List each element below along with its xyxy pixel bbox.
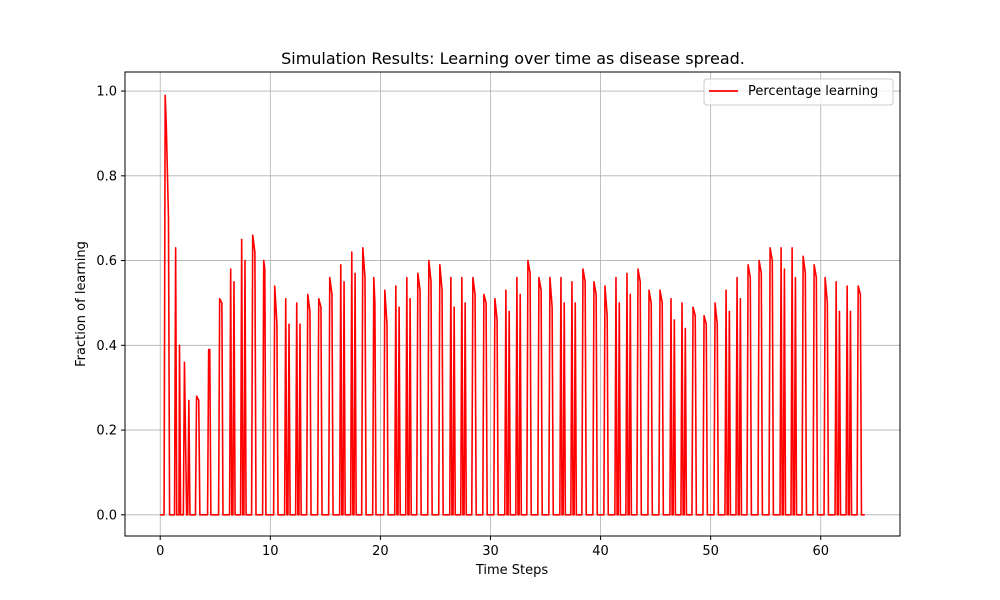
x-tick-label: 0: [156, 544, 164, 559]
x-axis-ticks: 0 10 20 30 40 50 60: [156, 536, 829, 559]
legend-box: [703, 78, 894, 106]
chart-title: Simulation Results: Learning over time a…: [281, 49, 745, 68]
x-tick-label: 50: [702, 544, 719, 559]
y-axis-ticks: 0.0 0.2 0.4 0.6 0.8 1.0: [96, 85, 125, 523]
plot-area: [160, 94, 865, 516]
legend-label: Percentage learning: [748, 84, 878, 99]
x-tick-label: 30: [482, 544, 499, 559]
x-tick-label: 40: [592, 544, 609, 559]
x-tick-label: 60: [812, 544, 829, 559]
y-axis-label: Fraction of learning: [74, 241, 89, 367]
y-tick-label: 0.2: [96, 424, 117, 439]
series-line-percentage-learning: [160, 94, 865, 516]
axes-frame: [124, 71, 901, 537]
x-axis-label: Time Steps: [475, 563, 549, 578]
x-tick-label: 20: [372, 544, 389, 559]
y-tick-label: 0.0: [96, 508, 117, 523]
y-tick-label: 0.8: [96, 169, 117, 184]
y-tick-label: 1.0: [96, 85, 117, 100]
y-tick-label: 0.6: [96, 254, 117, 269]
y-tick-label: 0.4: [96, 339, 117, 354]
x-tick-label: 10: [262, 544, 279, 559]
legend: Percentage learning: [703, 78, 894, 106]
